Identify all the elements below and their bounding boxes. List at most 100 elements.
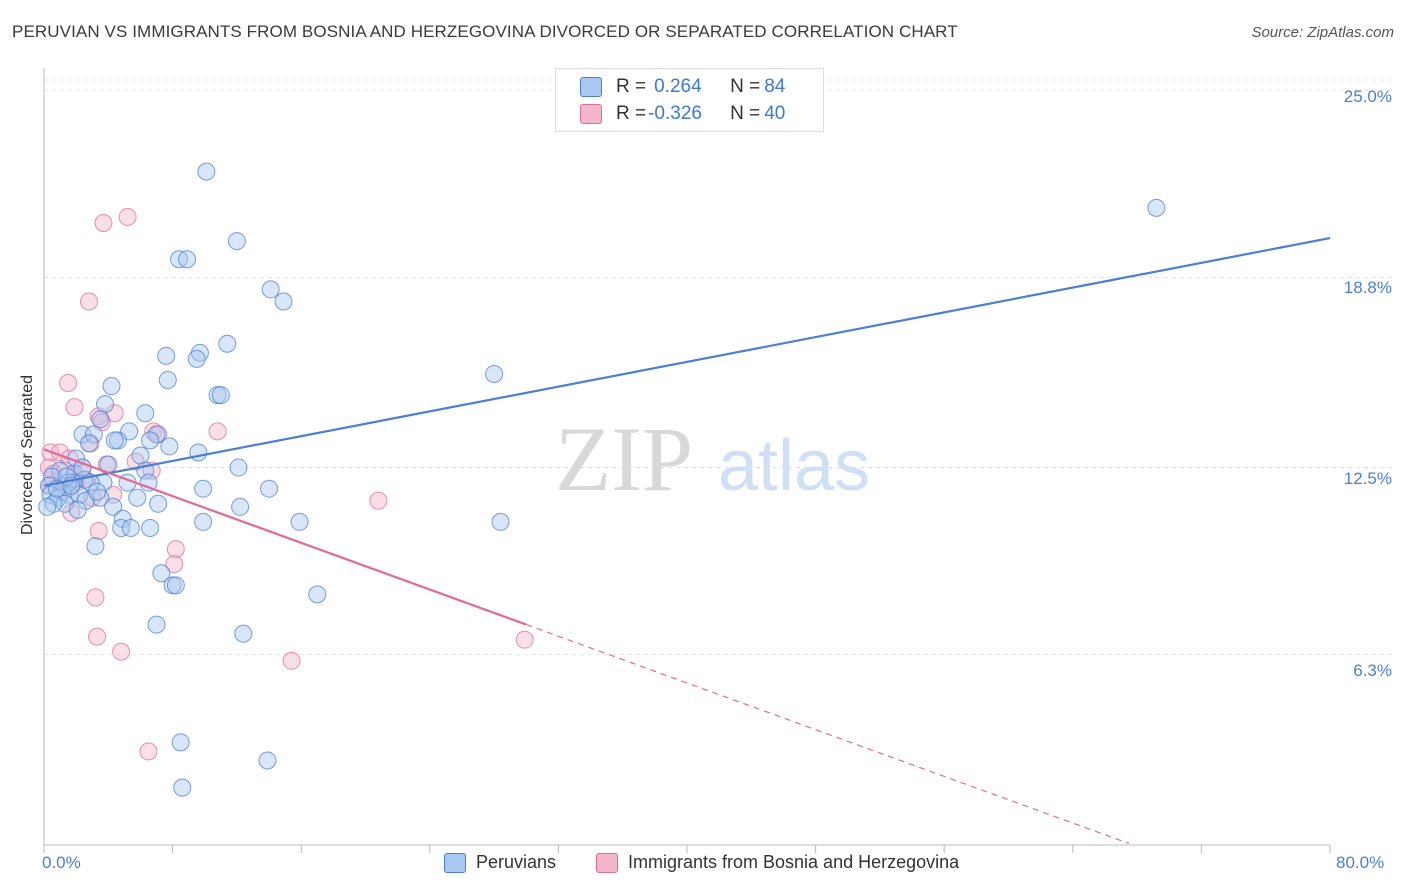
trend-line-peruvians — [43, 236, 1331, 487]
data-point — [229, 458, 248, 477]
axes — [43, 68, 1331, 853]
data-point — [136, 404, 155, 423]
data-point — [166, 576, 185, 595]
data-point — [274, 292, 293, 311]
data-point — [96, 395, 115, 414]
data-point — [105, 431, 124, 450]
legend-n-value: 40 — [764, 103, 786, 124]
data-point — [208, 422, 227, 441]
bottom-legend-peruvians[interactable]: Peruvians — [444, 852, 556, 873]
data-point — [194, 512, 213, 531]
data-point — [282, 651, 301, 670]
data-point — [515, 630, 534, 649]
stats-legend: R = 0.264 N = 84 R = -0.326 N = 40 — [555, 68, 824, 132]
data-point — [258, 751, 277, 770]
data-point — [141, 431, 160, 450]
data-point — [260, 479, 279, 498]
data-point — [485, 364, 504, 383]
trend-lines — [43, 236, 1331, 845]
legend-r-label: R = — [616, 103, 647, 124]
data-point — [157, 346, 176, 365]
grid-lines — [44, 79, 1392, 656]
data-point — [369, 491, 388, 510]
data-point — [227, 232, 246, 251]
legend-swatch-pink — [596, 852, 618, 873]
data-point — [1147, 198, 1166, 217]
legend-r-label: R = — [616, 76, 647, 97]
data-point — [86, 537, 105, 556]
legend-row-peruvians: R = 0.264 N = 84 — [580, 75, 785, 99]
legend-label: Peruvians — [476, 852, 557, 872]
data-point — [173, 778, 192, 797]
series-bosnia-points — [39, 207, 534, 761]
data-point — [165, 555, 184, 574]
data-point — [149, 494, 168, 513]
data-point — [88, 482, 107, 501]
legend-n-label: N = — [730, 103, 761, 124]
data-point — [102, 377, 121, 396]
data-point — [86, 588, 105, 607]
data-point — [211, 386, 230, 405]
data-point — [234, 624, 253, 643]
data-point — [84, 425, 103, 444]
y-tick-label: 12.5% — [1343, 469, 1392, 488]
legend-r-value: -0.326 — [648, 103, 702, 124]
data-point — [141, 518, 160, 537]
data-point — [89, 521, 108, 540]
data-point — [290, 512, 309, 531]
data-point — [147, 615, 166, 634]
data-point — [38, 497, 57, 516]
data-point — [152, 564, 171, 583]
x-tick-label: 0.0% — [42, 853, 81, 872]
data-point — [491, 512, 510, 531]
data-point — [187, 349, 206, 368]
data-point — [160, 437, 179, 456]
chart-title: PERUVIAN VS IMMIGRANTS FROM BOSNIA AND H… — [12, 22, 958, 41]
y-tick-label: 18.8% — [1343, 278, 1392, 297]
watermark-atlas: atlas — [718, 426, 870, 506]
y-axis-label: Divorced or Separated — [19, 374, 36, 536]
trend-line-bosnia — [43, 448, 527, 626]
data-point — [128, 488, 147, 507]
data-point — [104, 497, 123, 516]
data-point — [112, 642, 131, 661]
watermark: ZIP atlas — [555, 408, 870, 510]
legend-n-value: 84 — [764, 76, 786, 97]
legend-label: Immigrants from Bosnia and Herzegovina — [628, 852, 960, 872]
data-point — [94, 213, 113, 232]
series-peruvians-points — [38, 162, 1166, 797]
data-point — [80, 434, 99, 453]
bottom-legend-bosnia[interactable]: Immigrants from Bosnia and Herzegovina — [596, 852, 959, 873]
data-point — [131, 446, 150, 465]
x-tick-label: 80.0% — [1336, 853, 1385, 872]
data-point — [88, 627, 107, 646]
data-point — [166, 540, 185, 559]
data-point — [65, 398, 84, 417]
data-point — [261, 280, 280, 299]
data-point — [178, 250, 197, 269]
legend-n-label: N = — [730, 76, 761, 97]
data-point — [218, 334, 237, 353]
data-point — [126, 452, 145, 471]
data-point — [189, 443, 208, 462]
legend-swatch-blue — [444, 852, 466, 873]
data-point — [158, 370, 177, 389]
legend-swatch-pink — [580, 104, 602, 124]
data-point — [121, 518, 140, 537]
data-point — [112, 518, 131, 537]
data-point — [91, 410, 110, 429]
data-point — [231, 497, 250, 516]
data-point — [194, 479, 213, 498]
data-point — [80, 292, 99, 311]
trend-line-bosnia-extension — [526, 624, 1130, 845]
source-label: Source: ZipAtlas.com — [1251, 24, 1394, 41]
data-point — [118, 207, 137, 226]
data-point — [68, 500, 87, 519]
data-point — [59, 374, 78, 393]
data-point — [171, 733, 190, 752]
legend-r-value: 0.264 — [654, 76, 702, 97]
legend-swatch-blue — [580, 77, 602, 97]
data-point — [197, 162, 216, 181]
data-point — [139, 742, 158, 761]
